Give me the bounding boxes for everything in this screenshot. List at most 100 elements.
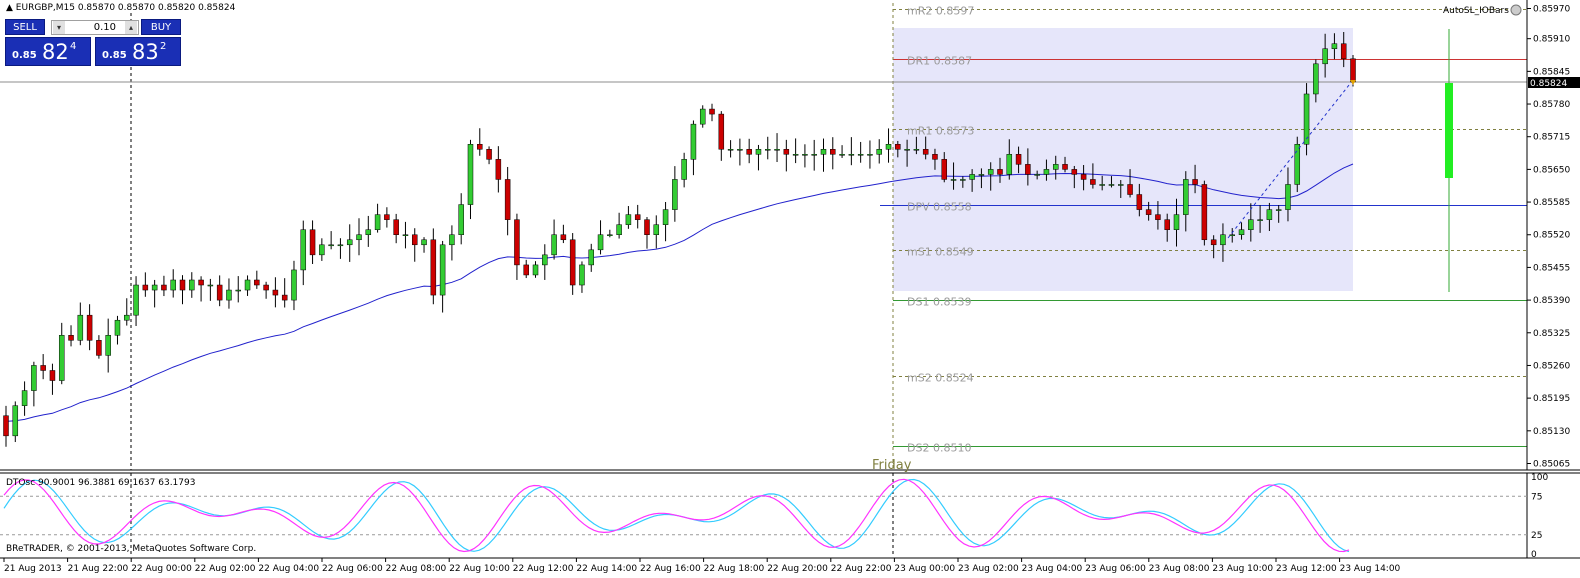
candle-body — [216, 284, 223, 301]
candle-body — [978, 174, 985, 176]
candles — [3, 31, 1356, 447]
buy-price-big: 83 — [132, 40, 159, 64]
candle-body — [263, 284, 269, 291]
candle-body — [328, 244, 334, 247]
candle-body — [709, 108, 715, 115]
time-axis: 21 Aug 2013 21 Aug 22:00 22 Aug 00:00 22 Au… — [3, 558, 1401, 574]
price-tick-label: 0.85065 — [1533, 459, 1570, 469]
pivot-level-label: DS1 0.8539 — [907, 296, 971, 309]
candle-body — [1034, 174, 1040, 176]
candle-body — [254, 279, 260, 286]
candle-body — [1118, 184, 1124, 186]
candle-body — [644, 219, 650, 235]
moving-average — [5, 163, 1354, 422]
candle-body — [421, 239, 427, 246]
candle-body — [811, 154, 817, 156]
candle-body — [783, 149, 790, 155]
candle-body — [226, 289, 232, 301]
candle-body — [634, 214, 641, 220]
candle-body — [718, 113, 725, 150]
candle-body — [532, 264, 539, 276]
buy-price-sup: 2 — [160, 41, 167, 52]
candle-body — [1257, 219, 1263, 221]
pivot-level-label: DPV 0.8558 — [907, 201, 972, 214]
current-price-tag — [1528, 77, 1580, 88]
candle-body — [737, 149, 743, 151]
candle-body — [77, 314, 84, 341]
sell-price[interactable]: 0.85 82 4 — [5, 37, 91, 66]
candle-body — [904, 149, 910, 151]
buy-price[interactable]: 0.85 83 2 — [95, 37, 181, 66]
price-tick-label: 0.85715 — [1533, 133, 1570, 143]
candle-body — [1210, 239, 1217, 246]
candle-body — [969, 174, 975, 180]
candle-body — [411, 234, 418, 246]
candle-body — [319, 244, 325, 256]
candle-body — [960, 179, 966, 181]
oscillator-panel: 100 75 25 0 — [0, 473, 1548, 560]
candle-body — [1183, 179, 1189, 215]
candle-body — [170, 279, 176, 291]
candle-body — [672, 179, 678, 210]
indicator-icon[interactable] — [1510, 4, 1522, 16]
candle-body — [1099, 184, 1105, 186]
candle-body — [449, 234, 455, 246]
buy-button[interactable]: BUY — [141, 19, 181, 35]
price-tick-label: 0.85845 — [1533, 67, 1570, 77]
candle-body — [142, 284, 149, 291]
candle-body — [1136, 194, 1143, 210]
time-tick-label: 23 Aug 10:00 — [1212, 564, 1273, 574]
lot-size-input[interactable]: ▾ 0.10 ▴ — [51, 20, 139, 35]
pivot-range-box — [893, 28, 1353, 291]
moving-average-line — [5, 163, 1354, 422]
sell-button[interactable]: SELL — [5, 19, 45, 35]
candle-body — [1164, 219, 1170, 230]
candle-body — [402, 234, 409, 236]
time-tick-label: 21 Aug 2013 — [4, 564, 62, 574]
candle-body — [941, 159, 948, 180]
buy-price-prefix: 0.85 — [102, 50, 127, 61]
candle-body — [151, 284, 158, 291]
candle-body — [830, 149, 836, 155]
copyright-text: BReTRADER, © 2001-2013, MetaQuotes Softw… — [6, 544, 256, 554]
candle-body — [3, 415, 9, 437]
candle-body — [161, 284, 167, 291]
candle-body — [913, 149, 920, 151]
time-tick-label: 22 Aug 18:00 — [704, 564, 765, 574]
candle-body — [486, 149, 492, 160]
pivot-level-label: DR1 0.8587 — [907, 55, 972, 68]
pivot-level-label: DS2 0.8510 — [907, 442, 971, 455]
candle-body — [1127, 184, 1133, 195]
time-tick-label: 23 Aug 06:00 — [1085, 564, 1146, 574]
time-tick-label: 22 Aug 10:00 — [449, 564, 510, 574]
candle-body — [1220, 234, 1226, 246]
chevron-up-icon[interactable]: ▴ — [125, 21, 137, 34]
price-tick-label: 0.85455 — [1533, 263, 1570, 273]
candle-body — [857, 154, 864, 156]
candle-body — [235, 289, 241, 292]
candle-body — [997, 169, 1003, 175]
triangle-up-icon[interactable]: ▲ — [6, 3, 13, 13]
pivot-level-label: mR1 0.8573 — [907, 125, 974, 138]
candle-body — [504, 179, 511, 220]
candle-body — [765, 149, 771, 151]
candle-body — [876, 149, 882, 155]
osc-tick-label: 75 — [1531, 492, 1542, 502]
candle-body — [1155, 214, 1161, 220]
candle-body — [58, 335, 65, 381]
candle-body — [393, 219, 399, 235]
candle-body — [21, 390, 28, 406]
chevron-down-icon[interactable]: ▾ — [53, 21, 65, 34]
sell-price-prefix: 0.85 — [12, 50, 37, 61]
osc-tick-label: 100 — [1531, 473, 1548, 483]
time-tick-label: 22 Aug 04:00 — [258, 564, 319, 574]
candle-body — [950, 179, 957, 181]
candle-body — [542, 254, 548, 266]
candle-body — [291, 269, 297, 301]
time-tick-label: 22 Aug 12:00 — [513, 564, 574, 574]
time-tick-label: 22 Aug 08:00 — [386, 564, 447, 574]
candle-body — [523, 264, 529, 276]
candle-body — [579, 264, 585, 286]
candle-body — [356, 234, 362, 241]
